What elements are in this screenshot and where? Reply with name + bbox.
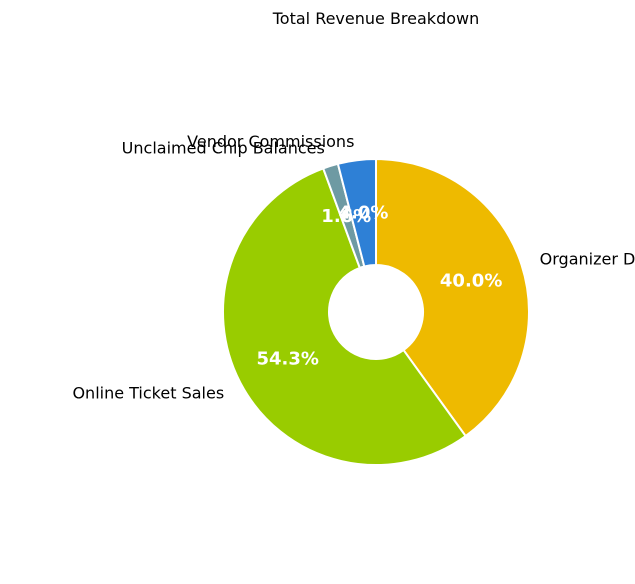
slice-vendor-commissions — [336, 157, 377, 268]
slice-online-ticket-sales — [222, 167, 468, 466]
category-label-organizer-direct-sales: Organizer Direct Sales — [540, 250, 635, 269]
percent-labels-layer: 40.0% 54.3% 1.6%4.0% — [256, 202, 502, 369]
category-label-online-ticket-sales: Online Ticket Sales — [72, 383, 224, 402]
category-label-unclaimed-chip-balances: Unclaimed Chip Balances — [122, 138, 325, 157]
chart-title: Total Revenue Breakdown — [272, 9, 480, 28]
slice-organizer-direct-sales — [375, 157, 530, 438]
category-labels-layer: Organizer Direct Sales Online Ticket Sale… — [72, 132, 635, 402]
category-label-vendor-commissions: Vendor Commissions — [187, 132, 354, 151]
pct-label-vendor-commissions: 4.0% — [338, 202, 388, 223]
pct-label-unclaimed-chip-balances: 1.6% — [321, 206, 371, 227]
slices-layer — [222, 157, 530, 466]
pct-label-online-ticket-sales: 54.3% — [256, 348, 318, 369]
pct-label-organizer-direct-sales: 40.0% — [440, 271, 502, 292]
